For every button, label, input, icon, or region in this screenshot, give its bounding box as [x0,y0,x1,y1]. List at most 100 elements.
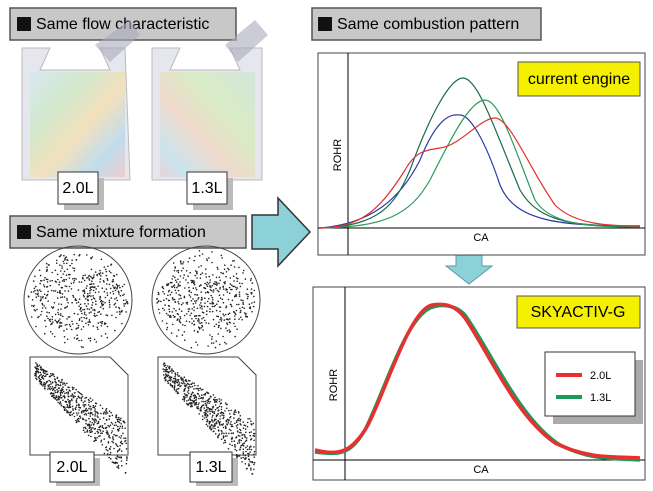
dot [206,291,209,294]
dot [100,258,103,261]
dot [96,422,99,425]
dot [211,418,213,421]
dot [121,425,124,428]
dot [179,317,182,320]
dot [57,387,60,389]
dot [115,444,118,446]
dot [171,311,174,313]
dot [242,456,244,459]
dot [196,407,199,410]
dot [243,434,246,436]
dot [157,291,160,294]
dot [206,259,209,262]
dot [196,406,198,408]
dot [119,419,122,422]
dot [96,430,98,433]
dot [205,268,207,271]
dot [75,401,78,404]
dot [87,423,89,426]
dot [180,270,183,272]
dot [198,389,200,392]
dot [105,413,107,415]
dot [224,410,226,412]
dot [94,291,97,294]
dot [234,312,236,314]
dot [229,292,231,295]
dot [174,382,176,385]
dot [99,404,102,407]
dot [246,445,249,447]
dot [78,305,80,308]
dot [91,417,94,420]
dot [198,395,201,397]
dot [202,396,204,399]
y-label: ROHR [332,139,344,171]
dot [194,302,197,304]
dot [236,442,239,445]
dot [115,283,118,286]
dot [168,366,170,369]
dot [177,301,179,303]
dot [169,377,172,379]
dot [204,411,207,413]
dot [205,313,208,316]
dot [238,282,241,285]
dot [242,448,245,451]
dot [77,390,79,393]
dot [238,417,240,420]
dot [198,266,200,268]
dot [206,415,209,417]
dot [192,394,195,397]
dot [250,420,252,423]
dot [70,395,72,397]
dot [85,396,88,399]
dot [233,266,236,268]
dot [245,312,247,315]
dot [248,448,251,450]
skyactiv-panel: SKYACTIV-G 2.0L 1.3L ROHR CA [312,286,646,481]
dot [233,411,236,413]
dot [214,408,217,411]
dot [228,312,231,315]
flow-label-right: 1.3L [186,171,233,210]
dot [207,407,209,409]
dot [213,419,216,422]
dot [251,310,253,313]
dot [227,313,230,316]
dot [60,403,62,405]
dot [167,382,169,384]
dot [119,286,121,289]
dot [111,423,114,425]
dot [112,438,115,441]
dot [180,263,182,265]
dot [38,364,41,367]
dot [56,399,58,401]
dot [49,284,51,287]
dot [197,393,200,395]
dot [165,298,168,300]
dot [164,373,167,376]
dot [102,430,104,433]
dot [194,293,196,296]
dot [225,426,227,429]
dot [167,304,170,307]
dot [66,328,68,331]
dot [203,400,205,403]
dot [60,254,62,256]
dot [214,404,217,406]
dot [68,411,70,414]
dot [233,280,235,282]
dot [166,322,168,325]
dot [99,298,101,300]
dot [224,313,227,316]
dot [217,410,219,412]
dot [100,439,103,442]
dot [184,383,186,385]
dot [182,261,185,263]
dot [91,283,93,285]
dot [109,304,111,306]
dot [253,289,256,292]
dot [208,421,211,424]
dot [53,290,55,292]
dot [83,409,85,412]
